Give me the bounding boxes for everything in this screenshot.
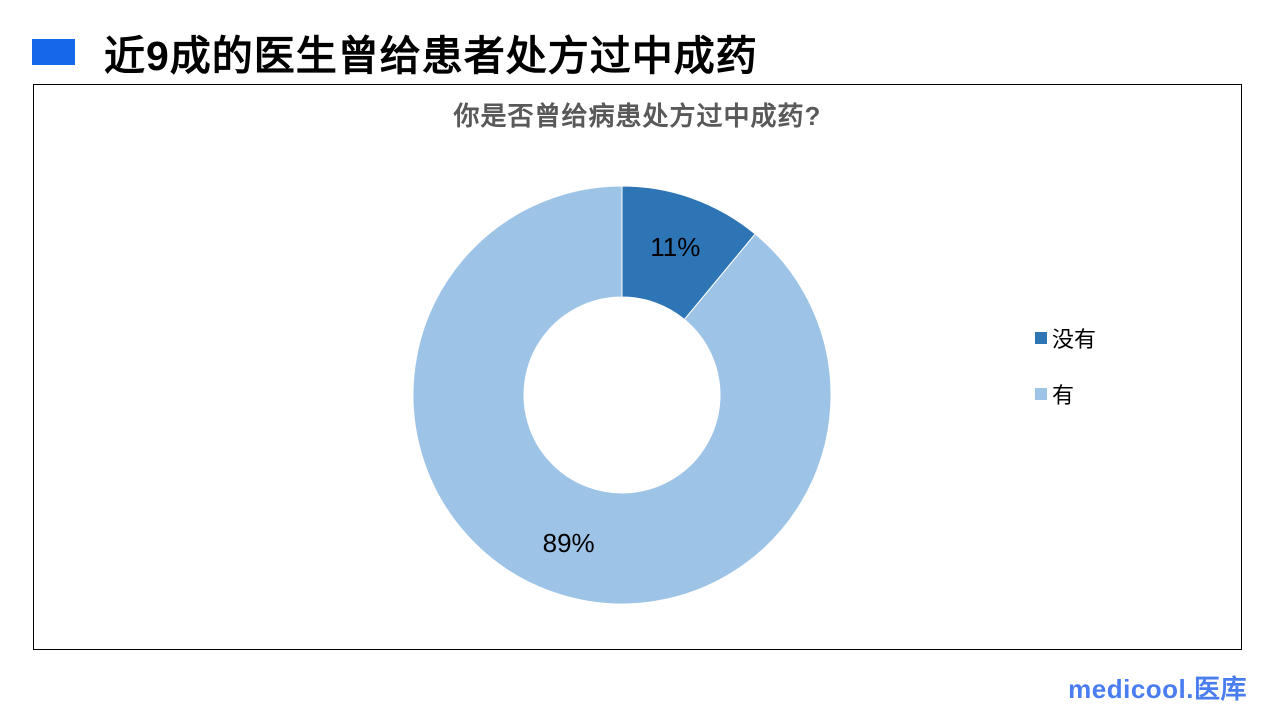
legend-label-no: 没有 [1052,327,1097,352]
legend-swatch-yes [1035,388,1047,400]
doughnut-chart: 11% 89% [412,185,832,605]
legend-swatch-no [1035,332,1047,344]
chart-area: 11% 89% 你是否曾给病患处方过中成药? 没有 有 [33,84,1242,650]
chart-legend: 没有 有 [1035,325,1096,437]
title-accent-marker [32,39,75,65]
chart-title: 你是否曾给病患处方过中成药? [453,101,822,131]
legend-item-yes: 有 [1035,381,1096,408]
legend-item-no: 没有 [1035,325,1097,352]
header: 近9成的医生曾给患者处方过中成药 [32,22,758,82]
medicool-logo: medicool.医库 [1068,674,1247,704]
page-title: 近9成的医生曾给患者处方过中成药 [104,33,758,79]
data-label-89%: 89% [543,528,595,558]
doughnut-slice-89% [412,185,832,605]
legend-label-yes: 有 [1052,383,1075,408]
data-label-11%: 11% [650,232,700,262]
